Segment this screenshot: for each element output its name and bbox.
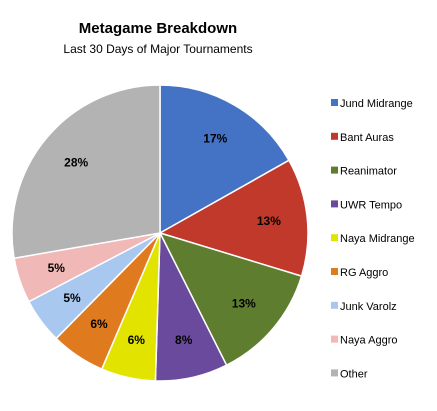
- legend-swatch-jund-midrange: [331, 99, 338, 106]
- legend-label-rg-aggro: RG Aggro: [340, 267, 388, 279]
- legend-label-uwr-tempo: UWR Tempo: [340, 199, 402, 211]
- legend-label-junk-varolz: Junk Varolz: [340, 301, 397, 313]
- slice-label-naya-aggro: 5%: [48, 261, 66, 275]
- slice-label-reanimator: 13%: [232, 297, 256, 311]
- legend-swatch-bant-auras: [331, 132, 338, 140]
- legend-swatch-junk-varolz: [331, 301, 338, 309]
- slice-label-uwr-tempo: 8%: [175, 333, 193, 347]
- pie-slices: [11, 84, 309, 382]
- slice-label-junk-varolz: 5%: [63, 291, 81, 305]
- legend-label-other: Other: [340, 368, 368, 380]
- legend-label-bant-auras: Bant Auras: [340, 132, 394, 144]
- legend-swatch-rg-aggro: [331, 268, 338, 275]
- legend-swatch-uwr-tempo: [331, 200, 338, 208]
- chart-title: Metagame Breakdown: [79, 20, 237, 37]
- slice-label-bant-auras: 13%: [257, 214, 281, 228]
- slice-jund-midrange: [159, 84, 290, 235]
- slice-other: [11, 84, 161, 260]
- slice-bant-auras: [158, 159, 309, 278]
- slice-label-naya-midrange: 6%: [128, 333, 146, 347]
- legend-label-reanimator: Reanimator: [340, 166, 397, 178]
- slice-labels: 17% 13% 13% 8% 6% 6% 5% 5% 28%: [48, 131, 282, 347]
- legend-swatch-other: [331, 369, 338, 377]
- slice-reanimator: [158, 231, 303, 367]
- slice-label-rg-aggro: 6%: [90, 317, 108, 331]
- legend: Jund Midrange Bant Auras Reanimator UWR Tem…: [331, 98, 415, 380]
- legend-label-naya-midrange: Naya Midrange: [340, 233, 415, 245]
- slice-label-jund-midrange: 17%: [203, 131, 227, 145]
- legend-label-naya-aggro: Naya Aggro: [340, 335, 397, 347]
- legend-label-jund-midrange: Jund Midrange: [340, 98, 413, 110]
- legend-swatch-naya-midrange: [331, 234, 338, 242]
- legend-swatch-naya-aggro: [331, 335, 338, 343]
- legend-swatch-reanimator: [331, 166, 338, 174]
- chart-subtitle: Last 30 Days of Major Tournaments: [63, 42, 252, 56]
- slice-label-other: 28%: [64, 156, 88, 170]
